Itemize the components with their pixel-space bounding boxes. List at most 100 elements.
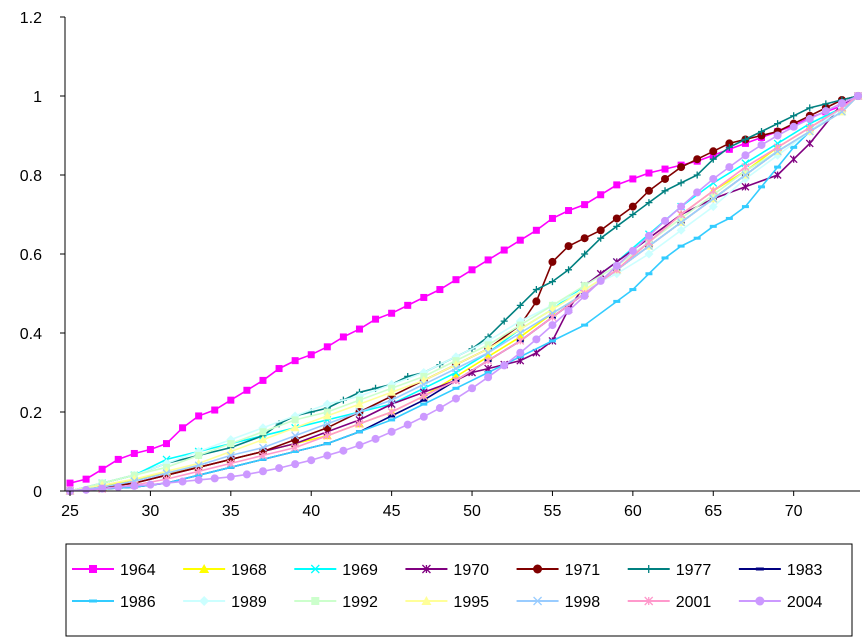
x-tick-label: 25 xyxy=(61,503,79,520)
data-point xyxy=(645,169,653,177)
data-point xyxy=(725,143,733,151)
data-point xyxy=(259,443,267,452)
data-point xyxy=(612,261,621,270)
data-point xyxy=(404,301,412,309)
data-point xyxy=(565,207,573,215)
data-point xyxy=(419,392,428,401)
series-line xyxy=(69,95,859,484)
data-point xyxy=(854,92,862,100)
data-point xyxy=(484,348,493,357)
data-point xyxy=(452,386,460,390)
data-point xyxy=(194,467,203,476)
data-point xyxy=(420,293,428,301)
data-point xyxy=(725,139,734,148)
data-point xyxy=(580,234,589,243)
data-point xyxy=(613,181,621,189)
data-point xyxy=(355,408,364,416)
data-point xyxy=(532,226,540,234)
data-point xyxy=(194,461,203,470)
data-point xyxy=(661,216,670,225)
data-point xyxy=(774,165,782,169)
data-point xyxy=(677,244,685,248)
legend-marker xyxy=(533,596,543,606)
data-point xyxy=(661,256,669,260)
data-point xyxy=(388,414,396,418)
data-point xyxy=(114,483,123,492)
data-point xyxy=(258,435,268,444)
data-point xyxy=(516,348,525,357)
x-tick-label: 30 xyxy=(142,503,160,520)
data-point xyxy=(548,339,556,343)
data-point xyxy=(661,187,669,195)
data-point xyxy=(242,470,251,479)
data-point xyxy=(709,186,718,195)
data-point xyxy=(725,216,733,220)
data-point xyxy=(388,418,396,422)
data-point xyxy=(708,202,718,212)
data-point xyxy=(146,480,155,489)
legend-item: 1969 xyxy=(294,562,378,579)
data-point xyxy=(532,286,540,294)
data-point xyxy=(757,131,766,140)
data-point xyxy=(644,249,654,259)
legend-item: 1998 xyxy=(516,594,600,611)
data-point xyxy=(484,256,492,264)
data-point xyxy=(628,246,637,255)
data-point xyxy=(758,185,766,189)
data-point xyxy=(323,419,332,428)
data-point xyxy=(532,335,541,344)
data-point xyxy=(677,163,686,172)
data-point xyxy=(435,404,444,413)
data-point xyxy=(564,242,573,251)
legend-label: 1970 xyxy=(453,562,489,579)
legend-item: 1989 xyxy=(183,594,267,611)
series-line xyxy=(69,95,859,492)
data-point xyxy=(741,182,750,191)
series-1964 xyxy=(66,92,862,487)
y-tick-label: 0.4 xyxy=(20,326,42,343)
legend-label: 1992 xyxy=(342,594,378,611)
data-point xyxy=(179,424,187,432)
data-point xyxy=(388,309,396,317)
x-tick-label: 45 xyxy=(383,503,401,520)
legend-label: 1989 xyxy=(231,594,267,611)
data-point xyxy=(195,451,203,459)
series-line xyxy=(69,95,859,492)
data-point xyxy=(194,475,203,484)
data-point xyxy=(372,315,380,323)
legend-item: 1968 xyxy=(183,562,267,579)
y-tick-label: 1.2 xyxy=(20,10,42,27)
data-point xyxy=(227,396,235,404)
legend-marker xyxy=(644,565,653,573)
legend-label: 2001 xyxy=(676,594,712,611)
legend-marker xyxy=(89,565,97,573)
series-1992 xyxy=(66,92,862,495)
data-point xyxy=(837,99,846,108)
data-point xyxy=(291,431,300,440)
data-point xyxy=(693,188,702,197)
x-tick-label: 65 xyxy=(704,503,722,520)
data-point xyxy=(130,481,139,490)
legend-label: 1968 xyxy=(231,562,267,579)
data-point xyxy=(613,299,621,303)
data-point xyxy=(741,205,749,209)
data-point xyxy=(693,171,701,179)
data-point xyxy=(387,396,396,405)
data-point xyxy=(339,446,348,455)
data-point xyxy=(757,140,766,149)
data-point xyxy=(644,231,653,240)
series-line xyxy=(69,95,859,492)
data-point xyxy=(773,143,782,152)
data-point xyxy=(339,333,347,341)
data-point xyxy=(355,430,363,434)
data-point xyxy=(195,412,203,420)
legend-marker xyxy=(755,596,765,606)
data-point xyxy=(307,456,316,465)
data-point xyxy=(500,317,508,325)
data-point xyxy=(420,402,428,406)
data-point xyxy=(516,236,524,244)
data-point xyxy=(211,406,219,414)
data-point xyxy=(178,477,187,486)
data-point xyxy=(516,301,524,309)
